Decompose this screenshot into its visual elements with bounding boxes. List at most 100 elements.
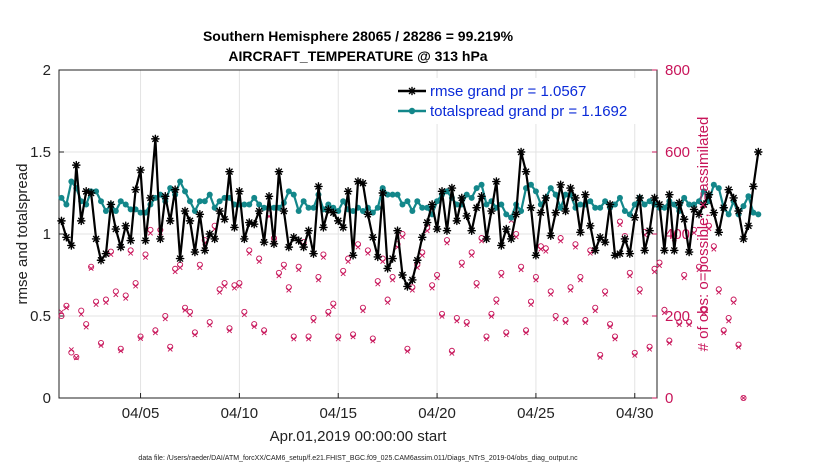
rmse-point xyxy=(581,190,590,199)
spread-point xyxy=(626,211,633,218)
rmse-point xyxy=(452,216,462,226)
rmse-point xyxy=(86,188,96,198)
obs-assimilated-stroke xyxy=(528,302,534,308)
spread-point xyxy=(98,198,105,205)
obs-possible-point xyxy=(518,263,525,270)
obs-possible-point xyxy=(127,247,134,254)
rmse-point xyxy=(457,193,467,203)
spread-point xyxy=(532,188,539,195)
obs-assimilated-stroke xyxy=(340,271,346,277)
rmse-point xyxy=(511,210,521,219)
rmse-point xyxy=(388,254,397,263)
rmse-point-stroke xyxy=(458,194,466,202)
obs-possible-point xyxy=(251,321,258,328)
rmse-point xyxy=(284,242,294,252)
rmse-point-stroke xyxy=(176,255,184,262)
rmse-point-stroke xyxy=(216,207,223,215)
obs-possible-point xyxy=(261,327,268,334)
obs-possible-point xyxy=(725,314,732,322)
x-tick-label: 04/10 xyxy=(221,405,259,422)
rmse-point xyxy=(467,226,476,236)
legend-spread-label: totalspread grand pr = 1.1692 xyxy=(430,103,627,120)
rmse-point xyxy=(304,226,313,236)
rmse-point-stroke xyxy=(339,224,347,231)
obs-assimilated-point xyxy=(306,336,312,342)
rmse-point-stroke xyxy=(483,235,490,243)
rmse-point xyxy=(600,237,610,247)
rmse-point xyxy=(734,206,743,216)
obs-assimilated-stroke xyxy=(311,318,317,324)
rmse-point-stroke xyxy=(473,204,480,212)
obs-assimilated-stroke xyxy=(241,312,247,318)
obs-possible-point xyxy=(285,284,292,291)
obs-possible-point xyxy=(93,298,100,305)
obs-assimilated-stroke xyxy=(315,277,321,283)
obs-assimilated-point xyxy=(716,289,722,295)
obs-assimilated-stroke xyxy=(113,292,119,298)
rmse-point-stroke xyxy=(171,186,179,194)
y-right-tick-label: 200 xyxy=(665,308,690,325)
obs-assimilated-stroke xyxy=(390,277,396,283)
obs-assimilated-stroke xyxy=(602,291,608,297)
obs-assimilated-point xyxy=(276,273,282,279)
spread-point xyxy=(631,201,638,208)
rmse-point xyxy=(210,234,219,244)
obs-possible-point xyxy=(68,349,75,356)
obs-assimilated-point xyxy=(226,328,233,334)
obs-assimilated-point xyxy=(637,289,643,295)
rmse-point xyxy=(546,231,556,240)
obs-assimilated-point xyxy=(98,343,104,349)
obs-assimilated-stroke xyxy=(370,338,376,344)
obs-assimilated-point xyxy=(118,348,124,354)
obs-assimilated-point xyxy=(488,313,494,319)
rmse-point-stroke xyxy=(453,217,461,225)
obs-assimilated-point xyxy=(370,338,376,344)
obs-possible-point xyxy=(88,263,95,270)
footer-file-path: data file: /Users/raeder/DAI/ATM_forcXX/… xyxy=(138,455,578,462)
spread-point xyxy=(621,208,628,215)
rmse-point-stroke xyxy=(231,224,238,231)
obs-assimilated-stroke xyxy=(365,250,371,256)
y-tick-label: 2 xyxy=(43,62,51,79)
rmse-point-stroke xyxy=(147,194,154,202)
obs-assimilated-stroke xyxy=(696,267,702,273)
rmse-point-stroke xyxy=(161,192,169,200)
rmse-point xyxy=(516,147,526,157)
obs-assimilated-stroke xyxy=(335,336,341,342)
obs-possible-point xyxy=(646,343,653,350)
obs-assimilated-stroke xyxy=(434,275,440,281)
rmse-point-stroke xyxy=(547,232,555,239)
obs-assimilated-point xyxy=(385,299,391,305)
obs-assimilated-point xyxy=(192,332,198,338)
y-tick-label: 0.5 xyxy=(30,308,51,325)
obs-assimilated-stroke xyxy=(217,289,223,295)
obs-assimilated-stroke xyxy=(325,311,331,317)
obs-assimilated-stroke xyxy=(553,316,559,322)
obs-possible-point xyxy=(547,288,554,295)
rmse-point-stroke xyxy=(582,191,589,198)
rmse-point-stroke xyxy=(695,211,703,218)
obs-possible-point xyxy=(710,243,717,250)
spread-point xyxy=(557,204,564,211)
rmse-point xyxy=(417,232,427,242)
rmse-point xyxy=(472,203,481,213)
rmse-point xyxy=(314,182,323,191)
rmse-point xyxy=(422,218,432,227)
obs-possible-point xyxy=(443,237,451,244)
rmse-point xyxy=(674,198,684,208)
obs-assimilated-point xyxy=(340,271,346,277)
rmse-point-stroke xyxy=(532,252,540,259)
obs-assimilated-stroke xyxy=(607,324,613,330)
rmse-point-stroke xyxy=(295,237,302,244)
obs-possible-point xyxy=(404,345,411,352)
rmse-point-stroke xyxy=(245,219,253,226)
obs-assimilated-point xyxy=(390,277,396,283)
obs-possible-point xyxy=(83,321,90,328)
rmse-point xyxy=(462,211,472,221)
obs-assimilated-point xyxy=(449,350,455,356)
obs-assimilated-point xyxy=(311,318,317,324)
obs-possible-point xyxy=(503,329,510,336)
rmse-point xyxy=(383,264,392,273)
rmse-point-stroke xyxy=(152,135,159,143)
rmse-point xyxy=(447,183,457,193)
